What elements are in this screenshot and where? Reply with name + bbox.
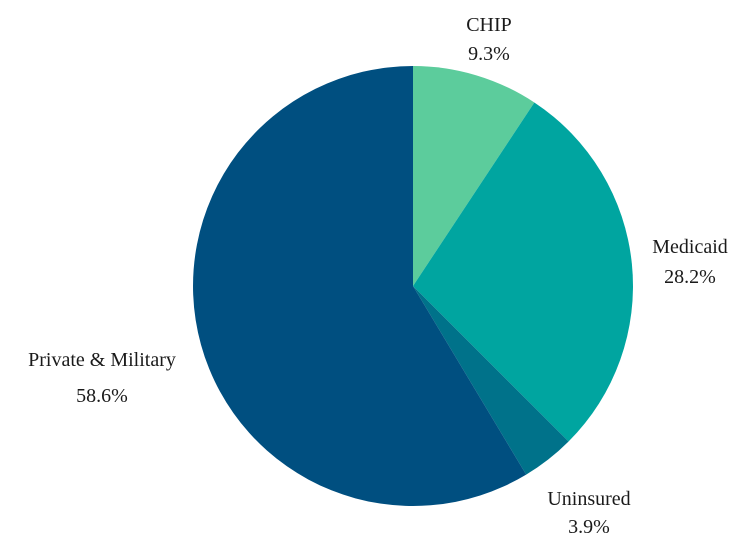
pie-slice-uninsured (413, 286, 569, 475)
slice-name-label: Medicaid (652, 236, 728, 258)
slice-name-label: Uninsured (547, 488, 630, 510)
slice-name-label: Private & Military (28, 349, 176, 371)
slice-value-label: 9.3% (468, 43, 510, 65)
pie-slice-chip (413, 66, 535, 286)
slice-value-label: 58.6% (76, 385, 128, 407)
pie-slices (193, 66, 633, 506)
pie-labels: CHIP 9.3% Medicaid 28.2% Uninsured 3.9% Privat… (28, 14, 728, 533)
slice-value-label: 3.9% (568, 516, 610, 533)
slice-value-label: 28.2% (664, 266, 716, 288)
slice-name-label: CHIP (466, 14, 512, 36)
pie-slice-private-military (193, 66, 527, 506)
pie-slice-medicaid (413, 102, 633, 442)
